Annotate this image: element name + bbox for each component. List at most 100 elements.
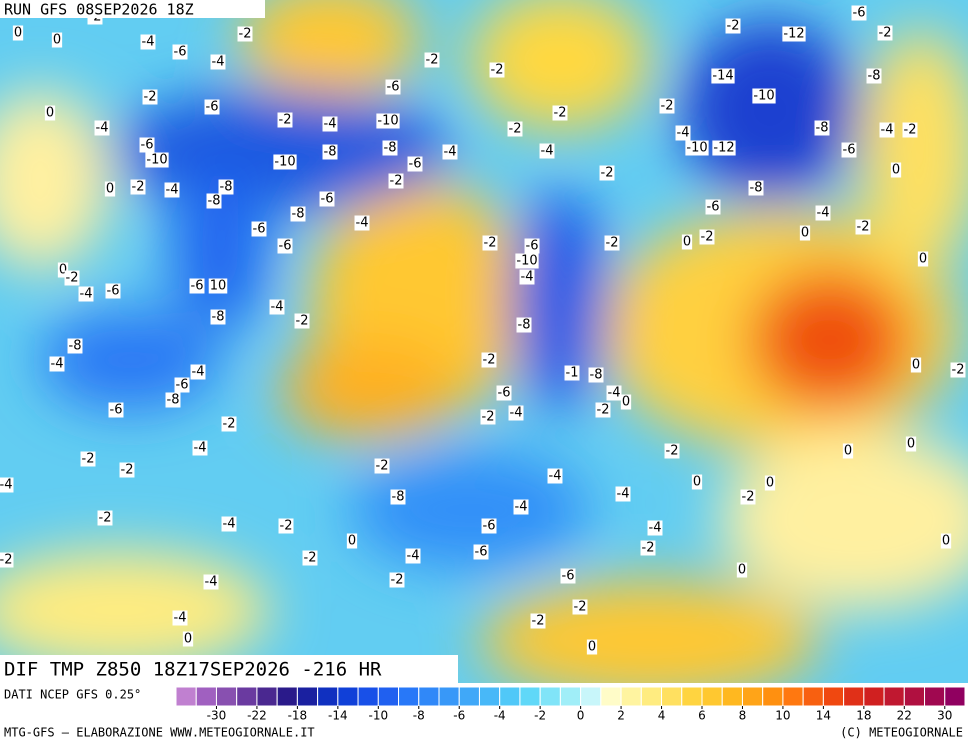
colorbar-swatch — [398, 686, 420, 707]
contour-label: -8 — [292, 207, 305, 222]
label-box — [278, 518, 294, 534]
colorbar-tick-label: 6 — [698, 709, 706, 723]
label-box — [346, 533, 358, 549]
colorbar-swatch — [843, 686, 865, 707]
contour-label: -2 — [642, 541, 655, 556]
contour-label: -4 — [174, 611, 187, 626]
contour-label: -2 — [66, 271, 79, 286]
label-box — [407, 156, 423, 172]
contour-label: -6 — [483, 519, 496, 534]
label-box — [659, 98, 675, 114]
colorbar-swatch — [863, 686, 885, 707]
contour-label: -4 — [51, 357, 64, 372]
contour-label: 0 — [46, 106, 54, 121]
contour-label: -2 — [606, 236, 619, 251]
label-box — [699, 229, 715, 245]
contour-label: -6 — [107, 284, 120, 299]
colorbar-tick-label: -22 — [247, 709, 267, 723]
label-box — [322, 116, 338, 132]
contour-label: -2 — [601, 166, 614, 181]
colorbar-swatch — [377, 686, 400, 707]
contour-label: -4 — [549, 469, 562, 484]
contour-label: -2 — [223, 417, 236, 432]
label-box — [218, 179, 234, 195]
contour-label: -6 — [409, 157, 422, 172]
label-box — [950, 362, 966, 378]
contour-label: 10 — [210, 279, 227, 294]
label-box — [277, 238, 293, 254]
contour-label: -6 — [191, 279, 204, 294]
colorbar-tick-label: -2 — [534, 709, 546, 723]
label-box — [547, 468, 563, 484]
label-box — [764, 475, 776, 491]
colorbar-tick-label: 22 — [897, 709, 912, 723]
contour-label: -14 — [712, 69, 733, 84]
label-box — [539, 143, 555, 159]
contour-label: -8 — [750, 181, 763, 196]
colorbar-tick-label: 0 — [577, 709, 585, 723]
contour-label: -6 — [253, 222, 266, 237]
contour-label: -2 — [742, 490, 755, 505]
colorbar-swatch — [782, 686, 804, 707]
contour-label: -2 — [666, 444, 679, 459]
run-box — [0, 0, 265, 18]
label-box — [12, 25, 24, 41]
contour-label: -4 — [356, 216, 369, 231]
contour-label: -4 — [166, 183, 179, 198]
label-box — [917, 251, 929, 267]
colorbar-swatch — [256, 686, 278, 707]
label-box — [564, 365, 580, 381]
label-box — [204, 99, 220, 115]
contour-label: 0 — [59, 263, 67, 278]
label-box — [482, 235, 498, 251]
label-box — [595, 402, 611, 418]
label-box — [251, 221, 267, 237]
contour-label: 0 — [907, 437, 915, 452]
contour-label: -8 — [868, 69, 881, 84]
label-box — [203, 574, 219, 590]
contour-label: -6 — [174, 45, 187, 60]
label-box — [481, 518, 497, 534]
contour-label: -2 — [121, 463, 134, 478]
contour-label: -4 — [881, 123, 894, 138]
label-box — [815, 205, 831, 221]
label-box — [374, 458, 390, 474]
label-box — [322, 144, 338, 160]
label-box — [530, 613, 546, 629]
label-box — [165, 392, 181, 408]
contour-label: -2 — [491, 63, 504, 78]
label-box — [388, 173, 404, 189]
label-box — [67, 338, 83, 354]
colorbar-swatch — [640, 686, 663, 707]
label-box — [524, 238, 540, 254]
label-box — [620, 394, 632, 410]
colorbar-swatch — [296, 686, 319, 707]
label-box — [489, 62, 505, 78]
contour-label: -2 — [879, 26, 892, 41]
label-box — [507, 121, 523, 137]
contour-labels: -200-4-6-2-4-20-4-6-6-10-2-4-10-6-2-2-2-… — [0, 5, 966, 655]
label-box — [508, 405, 524, 421]
label-box — [104, 181, 116, 197]
colorbar: -30 -22 -18 -14 -10 -8 -6 -4 -2 0 2 4 6 8 10 14 18 22 30 — [175, 686, 966, 723]
contour-label: -4 — [205, 575, 218, 590]
label-box — [424, 52, 440, 68]
contour-label: -10 — [753, 89, 774, 104]
label-box — [740, 489, 756, 505]
contour-label: -12 — [783, 27, 804, 42]
label-box — [139, 137, 155, 153]
colorbar-swatch — [620, 686, 642, 707]
label-box — [206, 193, 222, 209]
contour-label: -2 — [904, 123, 917, 138]
map-field — [0, 0, 968, 683]
label-box — [189, 278, 205, 294]
colorbar-swatch — [215, 686, 238, 707]
label-box — [782, 26, 806, 42]
label-box — [640, 540, 656, 556]
colorbar-tick-label: 18 — [856, 709, 871, 723]
contour-label: -4 — [817, 206, 830, 221]
label-box — [910, 357, 922, 373]
source: DATI NCEP GFS 0.25° — [4, 688, 141, 702]
contour-label: -6 — [141, 138, 154, 153]
